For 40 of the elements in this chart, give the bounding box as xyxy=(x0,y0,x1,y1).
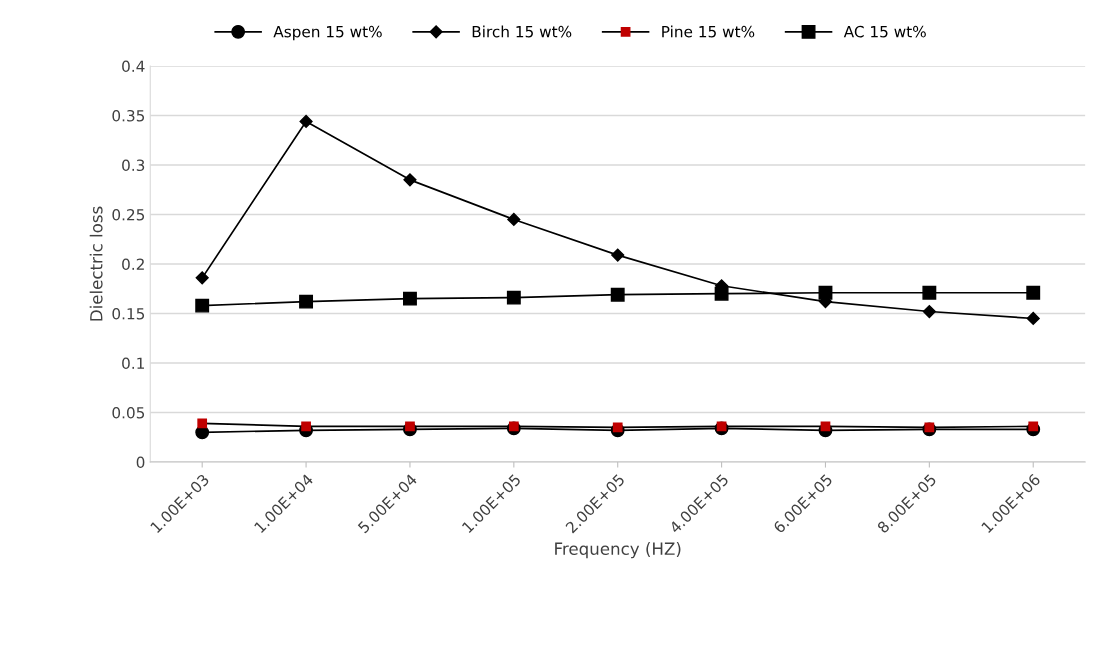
point xyxy=(299,114,313,129)
point xyxy=(818,285,833,300)
point xyxy=(922,285,937,300)
point xyxy=(1028,421,1039,432)
point xyxy=(403,291,417,306)
point xyxy=(1026,311,1040,326)
point xyxy=(299,294,314,309)
y-tick-label: 0.2 xyxy=(122,258,144,271)
y-tick-label: 0.3 xyxy=(122,159,145,172)
point xyxy=(195,271,209,285)
y-tick-label: 0.05 xyxy=(112,406,145,419)
point xyxy=(1026,285,1041,300)
point xyxy=(301,421,311,432)
legend-label: Pine 15 wt% xyxy=(662,25,755,38)
y-tick-label: 0.15 xyxy=(112,307,145,320)
y-tick-label: 0 xyxy=(136,456,145,469)
point xyxy=(611,248,625,262)
point xyxy=(612,422,623,433)
legend-label: Birch 15 wt% xyxy=(472,25,572,38)
point xyxy=(820,421,831,432)
point xyxy=(922,304,936,319)
point xyxy=(506,290,521,305)
y-tick-label: 0.35 xyxy=(112,109,145,122)
legend-label: AC 15 wt% xyxy=(843,25,926,38)
point xyxy=(197,418,208,429)
point xyxy=(714,286,729,301)
point xyxy=(924,422,935,433)
x-axis-title: Frequency (HZ) xyxy=(555,542,681,559)
point xyxy=(195,298,210,313)
y-tick-label: 0.4 xyxy=(122,60,145,73)
legend-label: Aspen 15 wt% xyxy=(273,25,382,41)
point xyxy=(610,287,625,302)
point xyxy=(507,212,521,227)
point xyxy=(716,421,727,432)
point xyxy=(508,421,519,432)
point xyxy=(403,173,417,187)
point xyxy=(405,421,415,432)
y-tick-label: 0.25 xyxy=(112,208,145,221)
y-tick-label: 0.1 xyxy=(122,357,144,370)
y-axis-title: Dielectric loss xyxy=(89,206,103,321)
